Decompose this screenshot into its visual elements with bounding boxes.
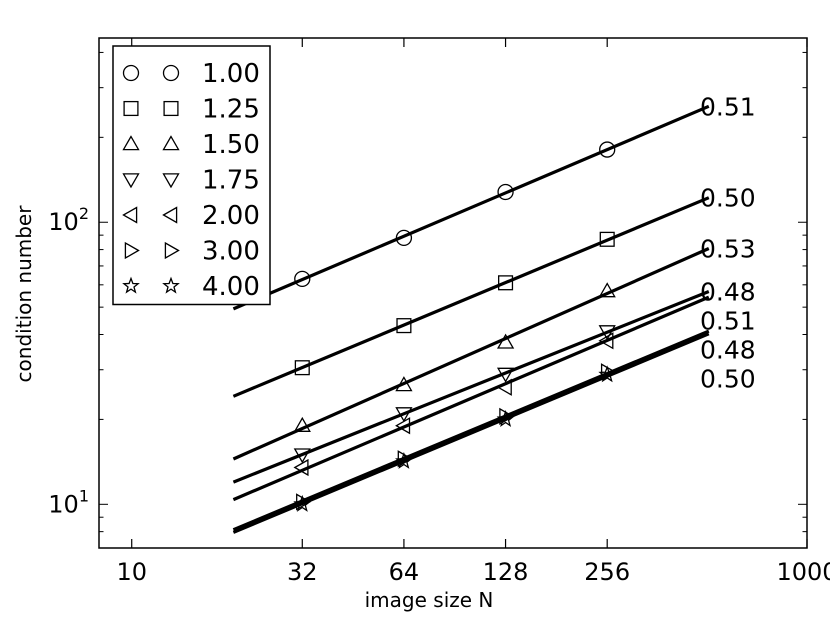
plot-frame — [98, 37, 808, 549]
slope-label: 0.48 — [700, 278, 756, 307]
data-point — [293, 458, 309, 477]
data-point — [395, 417, 411, 435]
data-point — [598, 365, 617, 383]
legend-marker — [122, 173, 140, 189]
data-point — [396, 318, 412, 334]
data-point — [395, 229, 413, 247]
data-point — [496, 378, 512, 396]
legend-label: 4.00 — [202, 272, 260, 302]
legend-frame — [112, 45, 271, 306]
axes: 10 32 64 128 256 1000 101 102 — [48, 37, 830, 586]
fit-lines — [232, 104, 710, 534]
data-point — [293, 494, 312, 512]
legend-marker — [162, 64, 180, 82]
legend-marker — [164, 241, 180, 260]
data-point — [496, 333, 515, 349]
fit-line — [232, 290, 710, 484]
data-point — [598, 282, 616, 298]
data-point — [496, 367, 515, 383]
legend-marker — [124, 241, 140, 260]
data-point — [496, 410, 515, 428]
legend-marker — [162, 173, 180, 189]
y-tick-label: 102 — [48, 204, 89, 236]
fit-line — [232, 104, 710, 311]
legend-label: 1.75 — [202, 166, 260, 196]
x-axis-label: image size N — [365, 588, 494, 612]
data-point — [395, 452, 413, 469]
fit-line — [232, 329, 710, 532]
data-point — [294, 270, 311, 287]
legend: 1.00 1.25 1.50 1.75 2.00 3.00 4.00 — [112, 45, 271, 306]
legend-marker — [123, 100, 139, 117]
legend-marker — [122, 64, 140, 82]
legend-label: 1.50 — [202, 130, 260, 160]
legend-label: 2.00 — [202, 201, 260, 231]
x-tick-label: 1000 — [776, 558, 830, 586]
data-point — [395, 407, 413, 423]
x-tick-label: 64 — [389, 558, 420, 586]
slope-labels: 0.510.500.530.480.510.480.50 — [700, 92, 756, 393]
legend-label: 1.25 — [202, 95, 260, 125]
data-point — [599, 231, 615, 247]
x-tick-label: 32 — [287, 558, 318, 586]
legend-marker — [162, 206, 178, 224]
data-point — [598, 332, 614, 350]
data-point — [497, 183, 514, 201]
legend-marker — [122, 206, 138, 224]
data-point — [498, 275, 514, 291]
data-point — [599, 141, 616, 158]
data-point — [294, 360, 310, 376]
data-point — [598, 325, 616, 341]
legend-marker — [162, 135, 180, 151]
fit-line — [232, 332, 710, 534]
legend-label: 1.00 — [202, 59, 260, 89]
x-tick-label: 256 — [584, 558, 630, 586]
legend-marker — [162, 276, 180, 294]
y-axis-label: condition number — [12, 205, 36, 383]
data-point — [293, 416, 311, 432]
y-tick-label: 101 — [48, 486, 89, 518]
slope-label: 0.53 — [700, 235, 756, 264]
slope-label: 0.51 — [700, 92, 756, 121]
data-point — [395, 376, 413, 392]
data-point — [293, 448, 311, 464]
legend-marker — [122, 276, 140, 294]
fit-line — [232, 295, 710, 502]
slope-label: 0.51 — [700, 307, 756, 336]
slope-label: 0.50 — [700, 365, 756, 394]
slope-label: 0.50 — [700, 184, 756, 213]
x-tick-label: 10 — [116, 558, 147, 586]
legend-marker — [122, 135, 140, 151]
data-markers — [293, 141, 617, 512]
fit-line — [232, 196, 710, 398]
legend-marker — [163, 100, 179, 117]
fit-line — [232, 247, 710, 461]
slope-label: 0.48 — [700, 336, 756, 365]
legend-label: 3.00 — [202, 237, 260, 267]
x-tick-label: 128 — [483, 558, 529, 586]
